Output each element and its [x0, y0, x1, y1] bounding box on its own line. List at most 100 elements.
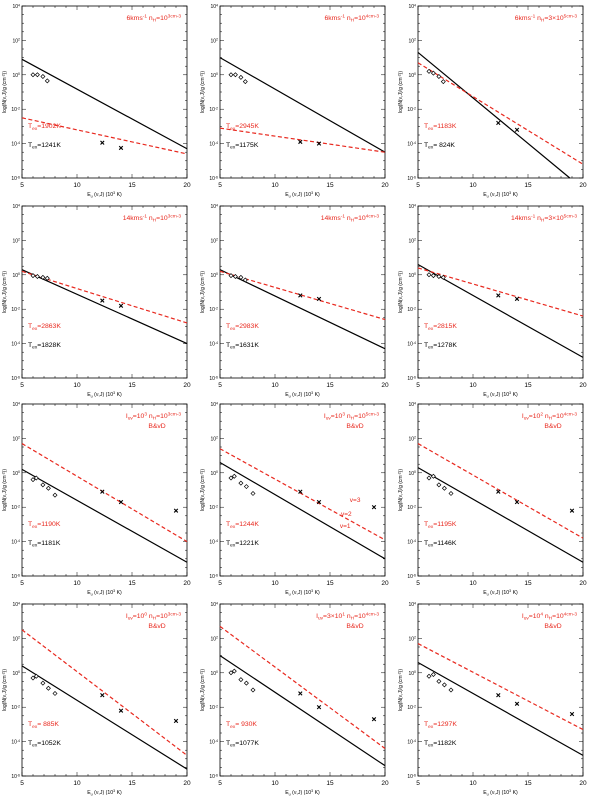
y-axis-label: log(N(ν,J)/g (cm-2)) — [1, 271, 8, 313]
y-tick-label: 100 — [210, 470, 218, 477]
x-tick-label: 10 — [271, 580, 279, 587]
diamond-point — [250, 687, 256, 693]
black-tex-label: Tex=1181K — [28, 540, 61, 549]
y-tick-label: 10-2 — [407, 704, 416, 711]
red-tex-label: Tex=1195K — [424, 521, 457, 530]
diamond-point — [33, 673, 39, 679]
x-tick-label: 5 — [218, 780, 222, 787]
y-tick-label: 10-6 — [407, 375, 416, 382]
diamond-point — [440, 274, 446, 280]
panel-title: Iuv=100 nH=103cm-3 — [126, 612, 182, 622]
cross-point — [316, 141, 322, 146]
panel-title: 6kms-1 nH=103cm-3 — [126, 14, 181, 24]
diamond-point — [430, 672, 436, 678]
diamond-point — [228, 475, 234, 481]
diamond-point — [231, 668, 237, 674]
cross-point — [298, 489, 303, 494]
y-axis-label: log(N(ν,J)/g (cm-2)) — [199, 71, 206, 113]
diamond-point — [232, 274, 238, 280]
y-tick-label: 10-4 — [407, 739, 416, 746]
x-tick-label: 15 — [524, 580, 532, 587]
y-axis-label: log(N(ν,J)/g (cm-2)) — [199, 469, 206, 511]
red-tex-label: Tex=1297K — [424, 721, 457, 730]
y-tick-label: 104 — [12, 601, 20, 608]
x-tick-label: 10 — [469, 182, 477, 189]
x-tick-label: 20 — [381, 182, 389, 189]
y-tick-label: 10-2 — [209, 704, 218, 711]
diamond-point — [250, 490, 256, 496]
x-tick-label: 20 — [579, 382, 587, 389]
y-tick-label: 104 — [408, 601, 416, 608]
y-tick-label: 102 — [408, 436, 416, 443]
x-tick-label: 10 — [271, 182, 279, 189]
diamond-point — [34, 274, 40, 280]
x-tick-label: 20 — [381, 382, 389, 389]
y-tick-label: 10-6 — [209, 773, 218, 780]
black-tex-label: Tex=1182K — [424, 740, 457, 749]
black-fit-line — [417, 263, 584, 358]
diamond-point — [30, 72, 36, 78]
x-tick-label: 5 — [416, 182, 420, 189]
y-tick-label: 10-6 — [11, 573, 20, 580]
x-tick-label: 5 — [218, 382, 222, 389]
plot-frame — [219, 5, 386, 179]
x-tick-label: 10 — [73, 382, 81, 389]
y-axis-label: log(N(ν,J)/g (cm-2)) — [1, 71, 8, 113]
x-tick-label: 5 — [416, 780, 420, 787]
diamond-point — [243, 680, 249, 686]
red-fit-line — [21, 270, 188, 324]
x-tick-label: 10 — [469, 382, 477, 389]
y-axis-label: log(N(ν,J)/g (cm-2)) — [1, 669, 8, 711]
panel-subtitle: B&vD — [346, 423, 363, 430]
cross-point — [569, 711, 575, 717]
y-axis-label: log(N(ν,J)/g (cm-2)) — [1, 469, 8, 511]
cross-point — [514, 127, 520, 133]
y-tick-label: 104 — [210, 601, 218, 608]
diamond-point — [448, 490, 454, 496]
x-tick-label: 10 — [469, 780, 477, 787]
x-tick-label: 10 — [271, 382, 279, 389]
panel-5: 5 10 15 20 104 102 100 10-2 10-4 10-6 Eu (ν,J) (10… — [199, 203, 389, 398]
x-tick-label: 20 — [579, 780, 587, 787]
y-tick-label: 104 — [408, 401, 416, 408]
red-tex-label: Tex=1190K — [28, 521, 61, 530]
panel-7: 5 10 15 20 104 102 100 10-2 10-4 10-6 Eu (ν,J) (10… — [1, 401, 191, 596]
x-axis-label: Eu (ν,J) (103 K) — [483, 191, 518, 198]
diamond-point — [242, 79, 248, 85]
panel-title: Iuv=102 nH=104cm-3 — [522, 412, 578, 422]
y-tick-label: 10-2 — [11, 306, 20, 313]
red-tex-label: Tex=2945K — [226, 123, 259, 132]
panel-9: 5 10 15 20 104 102 100 10-2 10-4 10-6 Eu (ν,J) (10… — [397, 401, 587, 596]
x-tick-label: 5 — [218, 580, 222, 587]
y-axis-label: log(N(ν,J)/g (cm-2)) — [199, 669, 206, 711]
panel-subtitle: B&vD — [544, 623, 561, 630]
y-tick-label: 100 — [408, 670, 416, 677]
black-fit-line — [219, 57, 386, 153]
red-fit-line — [219, 127, 386, 153]
x-tick-label: 5 — [20, 382, 24, 389]
x-axis-label: Eu (ν,J) (103 K) — [483, 391, 518, 398]
y-tick-label: 10-4 — [209, 341, 218, 348]
vibration-level-label: v=2 — [341, 511, 352, 518]
x-tick-label: 20 — [183, 780, 191, 787]
x-tick-label: 10 — [73, 780, 81, 787]
diamond-point — [34, 72, 40, 78]
cross-point — [100, 692, 105, 698]
x-tick-label: 20 — [183, 382, 191, 389]
diamond-point — [430, 70, 436, 76]
y-tick-label: 10-6 — [407, 573, 416, 580]
x-axis-label: Eu (ν,J) (103 K) — [285, 589, 320, 596]
black-fit-line — [21, 468, 188, 563]
diamond-point — [440, 79, 446, 85]
black-tex-label: Tex=1077K — [226, 740, 259, 749]
panel-subtitle: B&vD — [544, 423, 561, 430]
cross-point — [298, 691, 303, 696]
diamond-point — [436, 74, 442, 80]
panel-10: 5 10 15 20 104 102 100 10-2 10-4 10-6 Eu (ν,J) (10… — [1, 601, 191, 796]
y-tick-label: 100 — [12, 272, 20, 279]
y-tick-label: 102 — [408, 636, 416, 643]
red-fit-line — [219, 270, 386, 321]
panel-12: 5 10 15 20 104 102 100 10-2 10-4 10-6 Eu (ν,J) (10… — [397, 601, 587, 796]
cross-point — [496, 692, 501, 698]
y-tick-label: 104 — [210, 401, 218, 408]
